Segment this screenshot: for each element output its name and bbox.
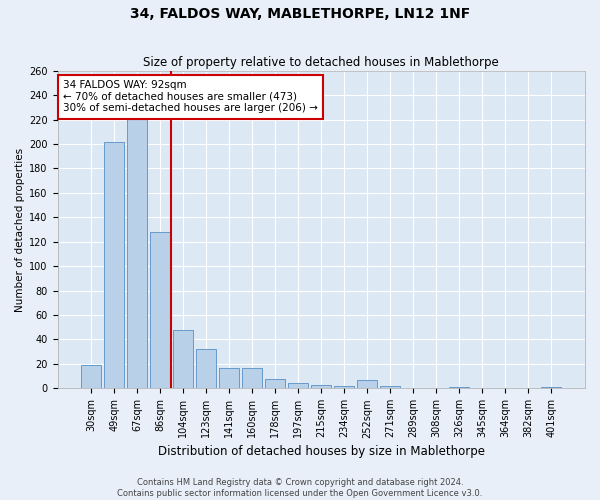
Bar (220, 368, 239, 388)
Bar (151, 232, 170, 388)
Bar (334, 386, 354, 388)
Title: Size of property relative to detached houses in Mablethorpe: Size of property relative to detached ho… (143, 56, 499, 70)
Bar (242, 368, 262, 388)
Bar (541, 387, 561, 388)
Text: 34, FALDOS WAY, MABLETHORPE, LN12 1NF: 34, FALDOS WAY, MABLETHORPE, LN12 1NF (130, 8, 470, 22)
Bar (358, 380, 377, 388)
Bar (380, 386, 400, 388)
Bar (196, 349, 216, 389)
Bar (104, 142, 124, 388)
Bar (127, 110, 147, 388)
Bar (82, 365, 101, 388)
Bar (289, 384, 308, 388)
Bar (449, 387, 469, 388)
Text: Contains HM Land Registry data © Crown copyright and database right 2024.
Contai: Contains HM Land Registry data © Crown c… (118, 478, 482, 498)
Y-axis label: Number of detached properties: Number of detached properties (15, 148, 25, 312)
X-axis label: Distribution of detached houses by size in Mablethorpe: Distribution of detached houses by size … (158, 444, 485, 458)
Text: 34 FALDOS WAY: 92sqm
← 70% of detached houses are smaller (473)
30% of semi-deta: 34 FALDOS WAY: 92sqm ← 70% of detached h… (63, 80, 317, 114)
Bar (265, 378, 285, 388)
Bar (311, 384, 331, 388)
Bar (173, 330, 193, 388)
